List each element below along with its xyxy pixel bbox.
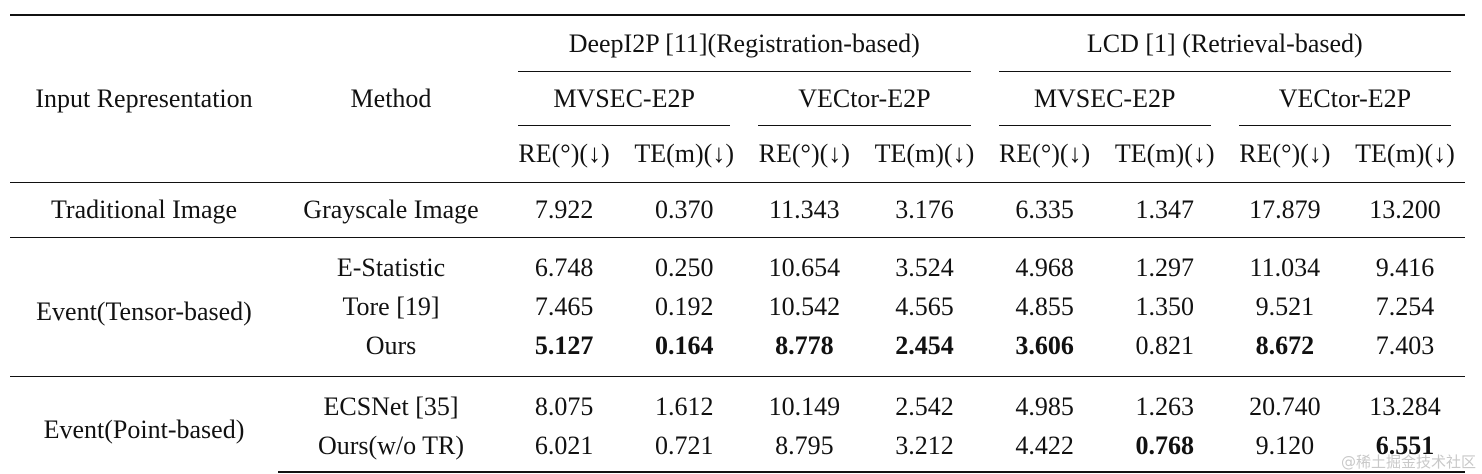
- cell-value: 2.542: [864, 376, 985, 427]
- cell-value: 3.524: [864, 237, 985, 288]
- cell-value: 6.335: [984, 182, 1105, 238]
- best-value: 8.778: [775, 331, 834, 360]
- cell-value: 9.521: [1255, 292, 1315, 321]
- cell-value: 0.768: [1104, 427, 1225, 473]
- table-row: Tore [19] 7.465 0.192 10.542 4.565 4.855 1.350…: [10, 288, 1465, 326]
- cell-value: 3.176: [864, 182, 985, 238]
- cell-method: Ours: [365, 331, 417, 360]
- cell-value: 9.416: [1344, 237, 1466, 288]
- header-method: Method: [278, 14, 504, 183]
- header-metric: RE(°)(↓): [758, 139, 850, 168]
- header-input-representation: Input Representation: [10, 14, 278, 183]
- cell-method: Ours(w/o TR): [278, 427, 504, 473]
- cell-value: 9.120: [1224, 427, 1345, 473]
- cell-value: 2.454: [864, 326, 984, 377]
- header-metric: RE(°)(↓): [518, 139, 610, 168]
- cell-value: 10.542: [768, 292, 841, 321]
- table-row: Ours(w/o TR) 6.021 0.721 8.795 3.212 4.422 0.7…: [10, 427, 1466, 473]
- cell-value: 1.297: [1104, 237, 1225, 288]
- best-value: 6.551: [1375, 431, 1435, 460]
- cell-value: 6.551: [1344, 427, 1466, 473]
- header-metric: RE(°)(↓): [1239, 139, 1331, 168]
- cell-value: 7.922: [504, 182, 625, 238]
- cell-value: 0.164: [624, 326, 744, 377]
- table-header: Input Representation Method DeepI2P [11]…: [10, 14, 1466, 183]
- cell-value: 6.021: [504, 427, 625, 473]
- cell-value: 4.968: [984, 237, 1105, 288]
- cell-value: 6.748: [504, 237, 625, 288]
- cell-value: 0.370: [624, 182, 745, 238]
- cell-value: 8.672: [1225, 326, 1345, 377]
- cell-input-representation: Event(Point-based): [10, 376, 278, 472]
- header-dataset-mvsec-1: MVSEC-E2P: [504, 72, 744, 126]
- cell-value: 0.821: [1135, 331, 1194, 360]
- cell-value: 8.075: [504, 376, 625, 427]
- cell-value: 3.212: [864, 427, 985, 473]
- cell-value: 13.200: [1344, 182, 1466, 238]
- cell-value: 13.284: [1344, 376, 1466, 427]
- cell-value: 4.855: [1015, 292, 1074, 321]
- best-value: 3.606: [1015, 331, 1074, 360]
- cell-value: 11.343: [744, 182, 865, 238]
- cell-method: Grayscale Image: [278, 182, 504, 238]
- cell-method: Tore [19]: [342, 292, 440, 321]
- cell-method: E-Statistic: [278, 237, 504, 288]
- best-value: 5.127: [534, 331, 594, 360]
- header-metric: RE(°)(↓): [998, 139, 1091, 168]
- results-table: Input Representation Method DeepI2P [11]…: [10, 14, 1466, 473]
- cell-value: 7.465: [534, 292, 594, 321]
- best-value: 0.164: [654, 331, 714, 360]
- cell-value: 17.879: [1224, 182, 1345, 238]
- cell-value: 0.250: [624, 237, 745, 288]
- table-body: Traditional Image Grayscale Image 7.922 0.3…: [10, 182, 1466, 473]
- header-dataset-vector-1: VECtor-E2P: [744, 72, 984, 126]
- best-value: 0.768: [1135, 431, 1194, 460]
- header-row-groups: Input Representation Method DeepI2P [11]…: [10, 14, 1466, 183]
- cell-value: 3.606: [985, 326, 1105, 377]
- cell-input-representation: Event(Tensor-based): [10, 237, 278, 377]
- cell-value: 0.192: [654, 292, 714, 321]
- cell-value: 8.795: [744, 427, 865, 473]
- header-dataset-mvsec-2: MVSEC-E2P: [985, 72, 1225, 126]
- cell-value: 10.654: [744, 237, 865, 288]
- best-value: 8.672: [1255, 331, 1315, 360]
- cell-value: 5.127: [504, 326, 624, 377]
- cell-value: 1.263: [1104, 376, 1225, 427]
- table-row: Traditional Image Grayscale Image 7.922 0.3…: [10, 182, 1466, 238]
- header-metric: TE(m)(↓): [1355, 139, 1455, 168]
- cell-value: 4.985: [984, 376, 1105, 427]
- header-metric: TE(m)(↓): [1114, 139, 1215, 168]
- cell-value: 0.721: [624, 427, 745, 473]
- cell-value: 1.612: [624, 376, 745, 427]
- cell-input-representation: Traditional Image: [10, 182, 278, 238]
- header-metric: TE(m)(↓): [634, 139, 734, 168]
- cell-method: ECSNet [35]: [278, 376, 504, 427]
- watermark: @稀土掘金技术社区: [1340, 453, 1476, 471]
- cell-value: 4.422: [984, 427, 1105, 473]
- best-value: 2.454: [895, 331, 954, 360]
- header-group-registration: DeepI2P [11](Registration-based): [504, 14, 985, 73]
- cell-value: 10.149: [744, 376, 865, 427]
- cell-value: 7.403: [1375, 331, 1435, 360]
- cell-value: 20.740: [1224, 376, 1345, 427]
- cell-value: 1.347: [1104, 182, 1225, 238]
- cell-value: 7.254: [1375, 292, 1435, 321]
- cell-value: 11.034: [1224, 237, 1345, 288]
- cell-value: 8.778: [744, 326, 864, 377]
- header-row-metrics: RE(°)(↓) TE(m)(↓) RE(°)(↓) TE(m)(↓) RE(°…: [10, 126, 1465, 183]
- header-row-datasets: MVSEC-E2P VECtor-E2P MVSEC-E2P VECtor-E2…: [10, 72, 1465, 126]
- header-group-retrieval: LCD [1] (Retrieval-based): [984, 14, 1466, 73]
- table-row: Event(Point-based) ECSNet [35] 8.075 1.612 1…: [10, 376, 1466, 472]
- table-row: Ours 5.127 0.164 8.778 2.454 3.606 0.821 8.672 7…: [10, 326, 1465, 377]
- header-metric: TE(m)(↓): [874, 139, 975, 168]
- table-row: Event(Tensor-based) E-Statistic 6.748 0.250…: [10, 237, 1466, 377]
- cell-value: 1.350: [1135, 292, 1194, 321]
- cell-value: 4.565: [895, 292, 954, 321]
- header-dataset-vector-2: VECtor-E2P: [1225, 72, 1465, 126]
